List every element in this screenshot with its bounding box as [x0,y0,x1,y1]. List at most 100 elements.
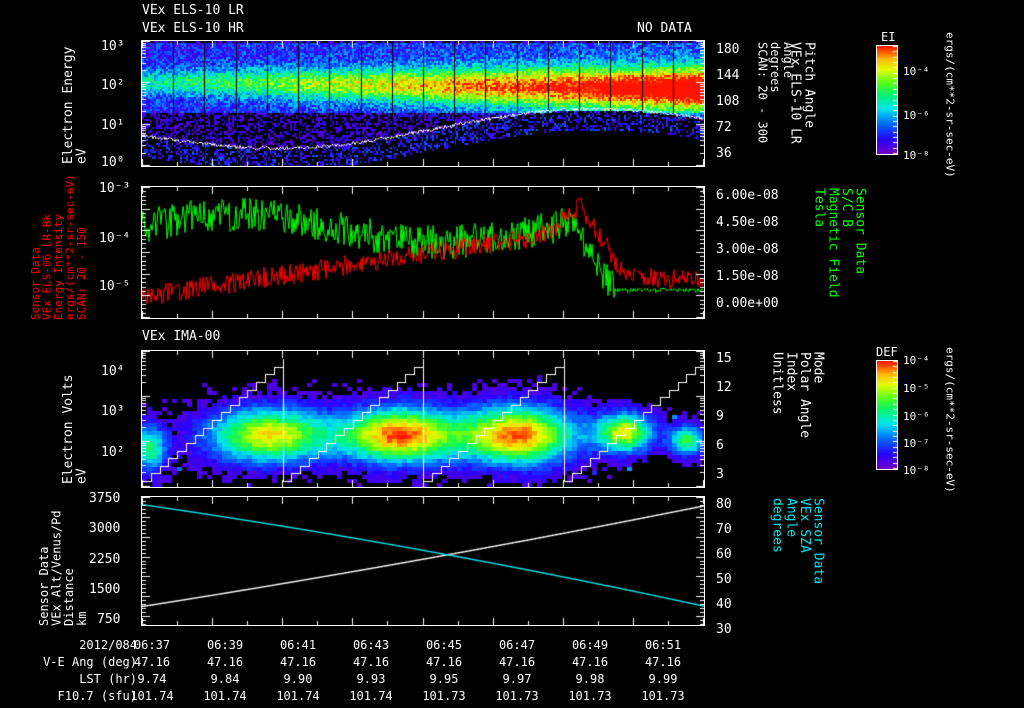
footer-cell: 9.98 [575,672,605,686]
panel3-left-axis-label: Electron Volts eV [61,374,90,484]
panel1-left-axis-label: Electron Energy eV [61,46,90,164]
panel4-right-tick-1: 70 [716,522,732,537]
panel4-left-axis-label: Sensor Data VEx Alt/Venus/Pd Distance km [37,510,89,626]
footer-table: 2012/084 06:37 06:39 06:41 06:43 06:45 06:47 06… [0,638,1024,708]
footer-row-label: 2012/084 [79,638,137,652]
panel4-right-tick-5: 30 [716,622,732,637]
panel3-right-tick-1: 12 [716,380,732,395]
footer-cell: 06:49 [571,638,609,652]
panel4-left-tick-4: 750 [97,612,121,627]
footer-cell: 47.16 [498,655,536,669]
panel3-left-tick-1: 10³ [101,404,125,419]
footer-cell: 06:45 [425,638,463,652]
footer-cell: 47.16 [352,655,390,669]
footer-cell: 06:43 [352,638,390,652]
panel3-right-axis-label: Mode Polar Angle Index Unitless [769,352,826,439]
panel3-title: VEx IMA-00 [142,329,221,344]
panel2-left-tick-2: 10⁻⁵ [99,279,131,294]
footer-row-label: F10.7 (sfu) [57,689,137,703]
footer-cell: 06:41 [279,638,317,652]
panel2-left-tick-0: 10⁻³ [99,181,131,196]
panel1-ytick-3: 10⁰ [101,155,125,170]
footer-cell: 47.16 [425,655,463,669]
panel1-colorbar-title: EI [881,30,896,44]
panel4-right-tick-4: 40 [716,597,732,612]
panel3-right-tick-2: 9 [716,409,724,424]
panel2-right-tick-4: 0.00e+00 [716,296,779,311]
panel2-left-axis-label: Sensor Data VEx ELS-06 LR-Bk Energy Inte… [29,174,89,320]
footer-cell: 47.16 [279,655,317,669]
panel1-plot-area[interactable] [141,40,705,167]
panel1-no-data-label: NO DATA [637,21,692,36]
footer-cell: 101.73 [495,689,539,703]
panel4-right-tick-2: 60 [716,547,732,562]
panel4-left-tick-2: 2250 [89,552,121,567]
panel1-ytick-0: 10³ [101,39,125,54]
panel4-left-tick-1: 3000 [89,521,121,536]
panel3-right-tick-0: 15 [716,351,732,366]
footer-cell: 06:47 [498,638,536,652]
footer-row-label: V-E Ang (deg) [43,655,137,669]
panel2-right-axis-label: Sensor Data S/C B Magnetic Field Tesla [811,188,868,298]
footer-cell: 9.97 [502,672,532,686]
panel3-plot-area[interactable] [141,350,705,488]
panel4-right-tick-0: 80 [716,497,732,512]
footer-cell: 06:51 [644,638,682,652]
footer-cell: 9.90 [283,672,313,686]
panel3-colorbar-title: DEF [876,345,898,359]
panel4-plot-area[interactable] [141,496,705,626]
panel1-colorbar-tick-0: 10⁻⁴ [903,65,930,78]
panel3-left-tick-2: 10² [101,445,125,460]
footer-cell: 47.16 [206,655,244,669]
panel4-right-axis-label: Sensor Data VEx SZA Angle degrees [769,498,826,585]
panel3-colorbar-tick-1: 10⁻⁵ [903,382,930,395]
footer-cell: 9.99 [648,672,678,686]
panel3-colorbar-tick-2: 10⁻⁶ [903,410,930,423]
panel2-right-tick-0: 6.00e-08 [716,188,779,203]
panel1-right-tick-1: 144 [716,68,740,83]
panel4-right-tick-3: 50 [716,572,732,587]
footer-cell: 101.74 [276,689,320,703]
footer-cell: 101.74 [203,689,247,703]
footer-cell: 9.74 [137,672,167,686]
panel3-right-tick-3: 6 [716,438,724,453]
footer-cell: 9.84 [210,672,240,686]
footer-cell: 9.95 [429,672,459,686]
panel3-colorbar-tick-4: 10⁻⁸ [903,464,930,477]
panel3-left-tick-0: 10⁴ [101,364,125,379]
panel1-title-hr: VEx ELS-10 HR [142,21,244,36]
panel2-left-tick-1: 10⁻⁴ [99,231,131,246]
panel3-right-tick-4: 3 [716,467,724,482]
footer-cell: 101.73 [641,689,685,703]
panel4-left-tick-0: 3750 [89,491,121,506]
panel3-colorbar-tick-3: 10⁻⁷ [903,437,930,450]
panel2-right-tick-1: 4.50e-08 [716,215,779,230]
panel1-right-axis-label: Pitch Angle VEx ELS-10 LR [787,42,817,144]
panel2-plot-area[interactable] [141,186,705,319]
panel1-right-tick-0: 180 [716,42,740,57]
footer-row-label: LST (hr) [79,672,137,686]
panel2-right-tick-2: 3.00e-08 [716,242,779,257]
panel1-right-tick-4: 36 [716,146,732,161]
panel1-right-axis-sublabel: Angle degrees SCAN: 20 - 300 [755,42,795,144]
footer-cell: 101.73 [568,689,612,703]
panel4-left-tick-3: 1500 [89,582,121,597]
footer-cell: 06:39 [206,638,244,652]
footer-cell: 101.73 [422,689,466,703]
panel1-right-tick-2: 108 [716,94,740,109]
panel1-colorbar-tick-2: 10⁻⁸ [903,149,930,162]
footer-cell: 47.16 [644,655,682,669]
footer-cell: 9.93 [356,672,386,686]
panel2-right-tick-3: 1.50e-08 [716,269,779,284]
panel3-colorbar-tick-0: 10⁻⁴ [903,354,930,367]
panel1-ytick-2: 10¹ [101,118,125,133]
footer-cell: 47.16 [133,655,171,669]
panel1-title-lr: VEx ELS-10 LR [142,3,244,18]
panel1-colorbar-units: ergs/(cm**2-sr-sec-eV) [943,32,957,178]
footer-cell: 101.74 [130,689,174,703]
footer-cell: 101.74 [349,689,393,703]
panel1-colorbar-tick-1: 10⁻⁶ [903,109,930,122]
panel1-colorbar [876,45,898,155]
panel1-ytick-1: 10² [101,78,125,93]
